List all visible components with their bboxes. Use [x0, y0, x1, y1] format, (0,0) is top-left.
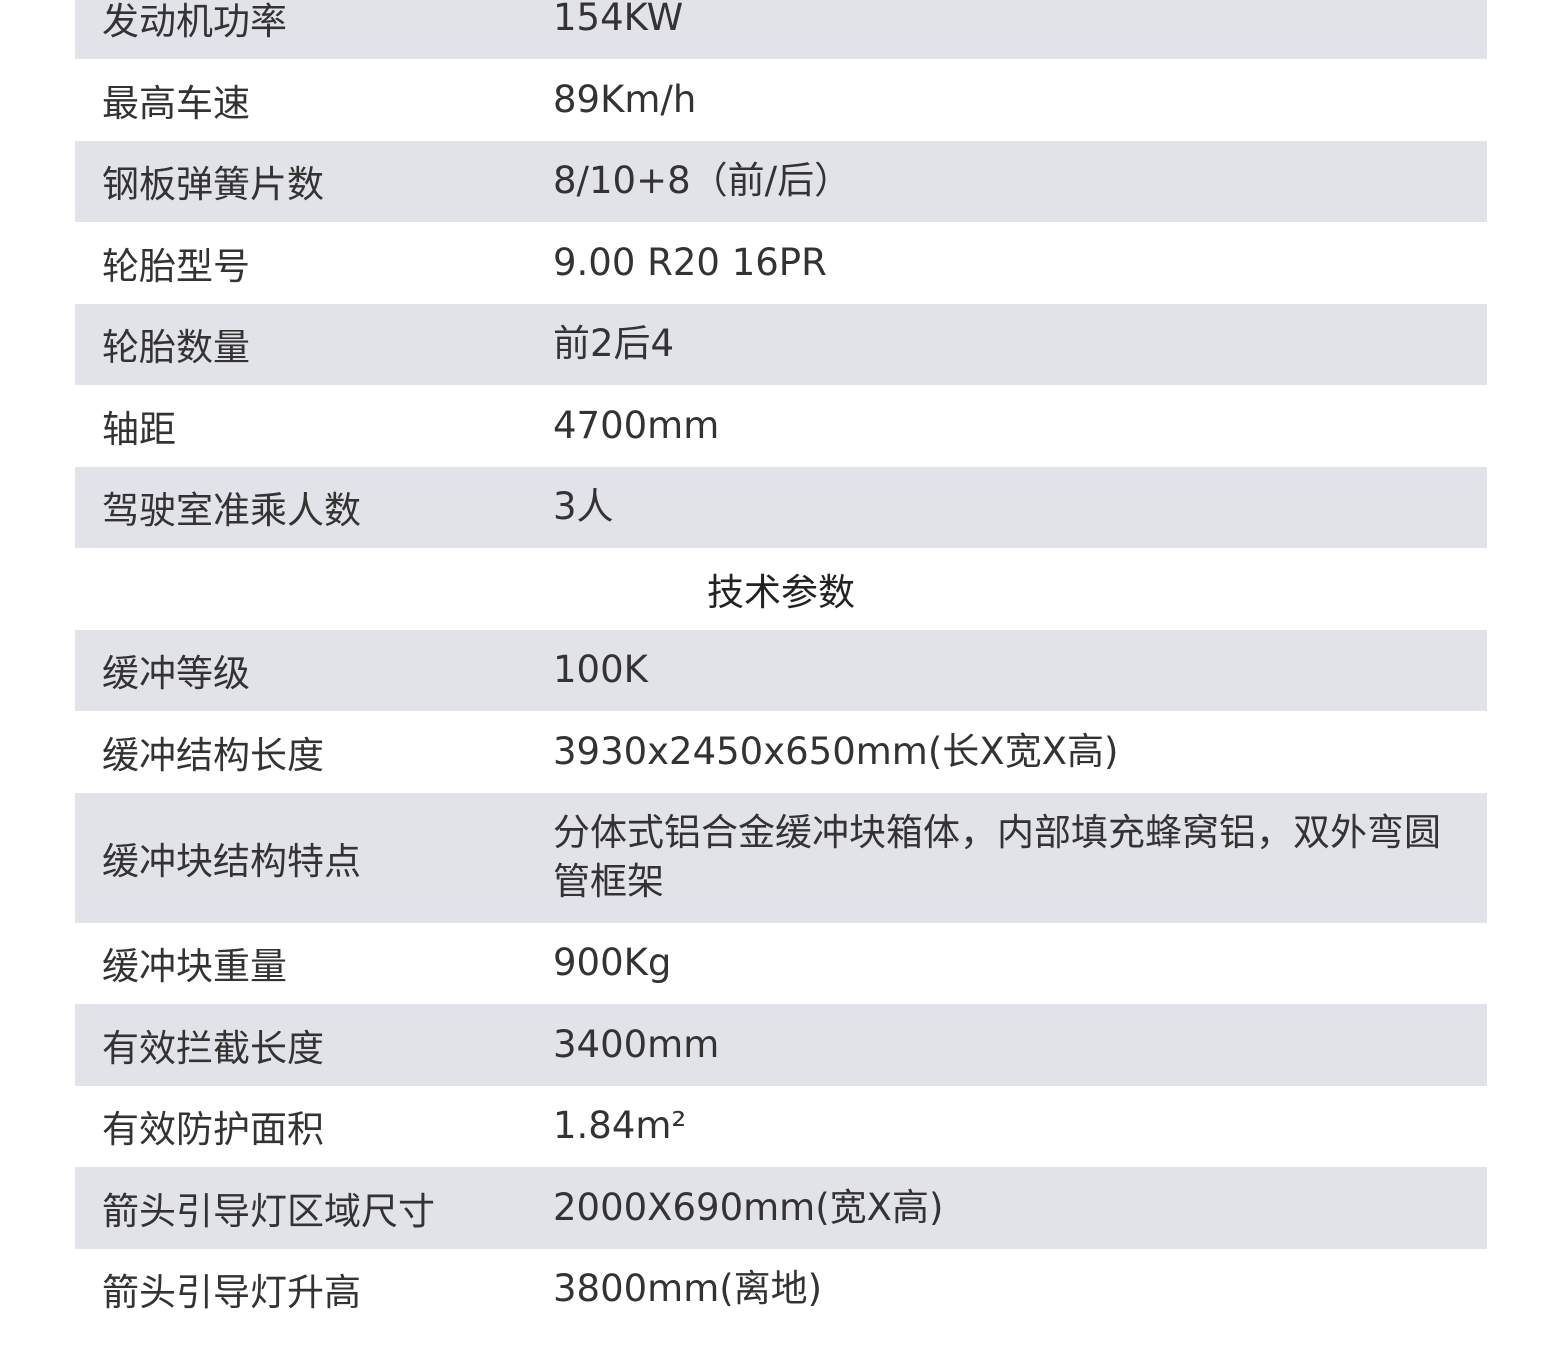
- row-value: 900Kg: [553, 941, 672, 985]
- row-label: 缓冲块重量: [102, 945, 287, 989]
- table-row: 发动机功率 154KW: [75, 0, 1487, 59]
- row-value: 4700mm: [553, 403, 720, 447]
- table-row: 有效拦截长度 3400mm: [75, 1004, 1487, 1086]
- row-label: 轴距: [102, 407, 176, 451]
- table-row: 轮胎数量 前2后4: [75, 303, 1487, 385]
- section-title: 技术参数: [707, 570, 855, 614]
- row-value: 3400mm: [553, 1022, 720, 1066]
- table-row: 最高车速 89Km/h: [75, 59, 1487, 141]
- row-label: 缓冲块结构特点: [102, 839, 361, 883]
- table-row: 缓冲结构长度 3930x2450x650mm(长X宽X高): [75, 711, 1487, 793]
- table-row: 缓冲块结构特点 分体式铝合金缓冲块箱体，内部填充蜂窝铝，双外弯圆管框架: [75, 792, 1487, 923]
- row-value: 3930x2450x650mm(长X宽X高): [553, 729, 1119, 773]
- table-row: 轴距 4700mm: [75, 385, 1487, 467]
- table-row: 箭头引导灯升高 3800mm(离地): [75, 1249, 1487, 1331]
- row-label: 有效拦截长度: [102, 1026, 324, 1070]
- row-label: 箭头引导灯区域尺寸: [102, 1189, 435, 1233]
- row-value: 100K: [553, 648, 648, 692]
- row-value: 2000X690mm(宽X高): [553, 1185, 944, 1229]
- row-value: 分体式铝合金缓冲块箱体，内部填充蜂窝铝，双外弯圆管框架: [553, 811, 1441, 903]
- row-label: 轮胎数量: [102, 326, 250, 370]
- row-label: 缓冲结构长度: [102, 733, 324, 777]
- row-value: 9.00 R20 16PR: [553, 240, 827, 284]
- table-row: 轮胎型号 9.00 R20 16PR: [75, 222, 1487, 304]
- row-label: 钢板弹簧片数: [102, 163, 324, 207]
- row-value: 89Km/h: [553, 77, 697, 121]
- row-value: 3800mm(离地): [553, 1267, 823, 1311]
- row-label: 箭头引导灯升高: [102, 1271, 361, 1315]
- row-value: 3人: [553, 485, 614, 529]
- row-label: 驾驶室准乘人数: [102, 489, 361, 533]
- table-row: 有效防护面积 1.84m²: [75, 1086, 1487, 1168]
- table-row: 缓冲块重量 900Kg: [75, 923, 1487, 1005]
- row-value: 前2后4: [553, 322, 675, 366]
- row-label: 轮胎型号: [102, 244, 250, 288]
- row-value: 8/10+8（前/后）: [553, 159, 852, 203]
- row-value: 154KW: [553, 0, 684, 40]
- table-row: 缓冲等级 100K: [75, 629, 1487, 711]
- table-row: 驾驶室准乘人数 3人: [75, 466, 1487, 548]
- table-row: 箭头引导灯区域尺寸 2000X690mm(宽X高): [75, 1167, 1487, 1249]
- row-label: 发动机功率: [102, 0, 287, 44]
- row-label: 有效防护面积: [102, 1108, 324, 1152]
- row-label: 缓冲等级: [102, 652, 250, 696]
- spec-table: 发动机功率 154KW 最高车速 89Km/h 钢板弹簧片数 8/10+8（前/后） 轮胎型…: [75, 0, 1487, 1330]
- row-label: 最高车速: [102, 81, 250, 125]
- row-value: 1.84m²: [553, 1104, 687, 1148]
- table-row: 钢板弹簧片数 8/10+8（前/后）: [75, 140, 1487, 222]
